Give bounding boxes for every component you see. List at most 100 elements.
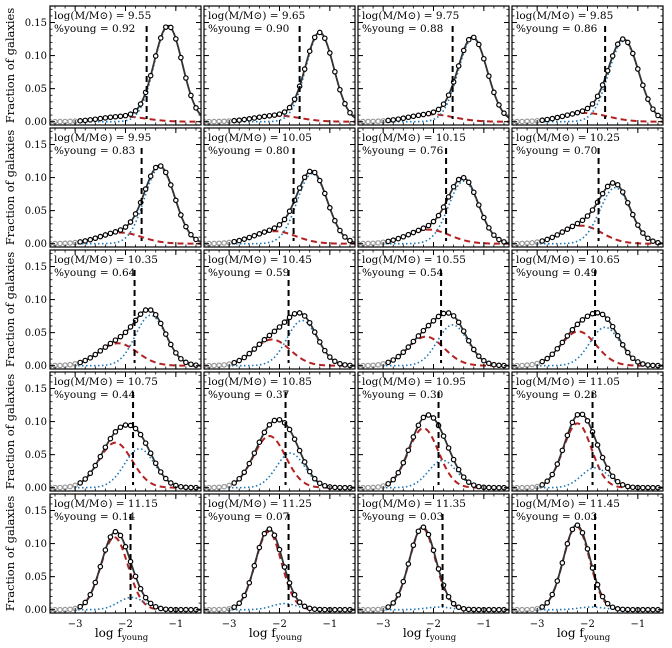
data-point	[410, 229, 417, 236]
data-point	[122, 112, 129, 119]
data-point	[162, 331, 169, 337]
data-point	[584, 546, 591, 552]
data-point	[107, 114, 114, 121]
data-point	[519, 484, 525, 491]
data-point	[142, 594, 149, 601]
old-component-curve	[50, 342, 201, 367]
data-point	[544, 355, 551, 362]
data-point	[609, 323, 616, 330]
data-point	[501, 239, 507, 245]
data-point	[251, 562, 258, 569]
data-point	[554, 345, 561, 352]
data-point	[311, 34, 318, 41]
data-point	[619, 189, 626, 195]
data-point	[296, 185, 303, 191]
data-point	[246, 460, 253, 467]
data-point	[604, 183, 611, 190]
data-point	[251, 115, 258, 121]
data-point	[178, 54, 184, 61]
data-point	[640, 82, 646, 89]
data-point	[400, 459, 407, 466]
data-point	[132, 425, 139, 432]
data-point	[87, 470, 94, 477]
data-point	[67, 240, 73, 246]
old-component-curve	[204, 530, 355, 611]
data-point	[569, 111, 576, 117]
panel: 0.00 0.05 0.10 0.15 log(M/M⊙) = 9.55%young =…	[25, 5, 202, 128]
data-point	[564, 432, 571, 439]
x-axis-label-subscript: young	[429, 633, 457, 643]
data-point	[57, 606, 63, 613]
young-fraction-annotation: %young = 0.03	[362, 511, 443, 523]
data-point	[544, 236, 551, 243]
data-point	[430, 415, 437, 421]
x-tick-label: −2	[580, 619, 595, 630]
data-point	[117, 532, 124, 539]
data-point	[614, 41, 621, 47]
total-fit-curve	[358, 526, 509, 611]
data-point	[162, 24, 169, 30]
data-point	[365, 118, 371, 125]
data-point	[435, 566, 442, 572]
data-point	[276, 546, 283, 553]
data-point	[365, 362, 371, 369]
data-point	[405, 231, 412, 238]
data-point	[67, 606, 73, 613]
data-point	[486, 73, 492, 79]
data-point	[193, 105, 199, 111]
data-point	[430, 317, 437, 324]
data-point	[332, 606, 338, 613]
total-fit-curve	[50, 308, 201, 367]
young-fraction-annotation: %young = 0.03	[516, 511, 597, 523]
data-point	[231, 480, 238, 486]
data-point	[291, 96, 298, 103]
data-point	[465, 337, 472, 344]
data-point	[496, 484, 502, 491]
data-point	[594, 93, 601, 100]
data-point	[82, 599, 89, 606]
data-point	[261, 113, 268, 120]
data-point	[337, 227, 343, 234]
data-point	[296, 447, 303, 454]
data-point	[147, 173, 154, 179]
data-point	[286, 426, 293, 433]
panel: −3 −2 −1 log(M/M⊙) = 11.25%young = 0.07	[203, 493, 356, 630]
data-point	[57, 362, 63, 369]
data-point	[286, 314, 293, 321]
data-point	[491, 89, 497, 96]
young-fraction-annotation: %young = 0.44	[54, 389, 136, 401]
data-point	[614, 478, 621, 485]
x-tick-label: −3	[68, 619, 83, 630]
data-point	[650, 106, 656, 112]
data-point	[311, 329, 318, 335]
data-point	[152, 603, 159, 610]
data-point	[549, 351, 556, 358]
data-point	[67, 118, 73, 125]
data-point	[337, 86, 343, 93]
y-tick-label: 0.10	[25, 539, 47, 550]
data-point	[390, 600, 397, 606]
data-point	[549, 234, 556, 241]
y-tick-label: 0.10	[25, 417, 47, 428]
data-point	[236, 475, 243, 482]
data-point	[117, 227, 124, 233]
data-point	[327, 354, 333, 360]
data-point	[188, 92, 194, 99]
data-point	[112, 429, 119, 435]
x-tick-label: −3	[530, 619, 545, 630]
data-point	[519, 362, 525, 369]
data-point	[132, 211, 139, 217]
panel: log(M/M⊙) = 10.65%young = 0.49	[511, 249, 664, 370]
panel-plot-area	[358, 392, 509, 491]
x-tick-label: −2	[118, 619, 133, 630]
mass-annotation: log(M/M⊙) = 10.65	[516, 254, 620, 266]
data-point	[246, 116, 253, 122]
data-point	[481, 357, 487, 364]
data-point	[564, 333, 571, 339]
data-point	[574, 411, 581, 418]
panel-plot-area	[512, 26, 663, 125]
young-fraction-annotation: %young = 0.14	[54, 511, 136, 523]
young-fraction-annotation: %young = 0.86	[516, 23, 598, 35]
data-point	[127, 558, 134, 565]
